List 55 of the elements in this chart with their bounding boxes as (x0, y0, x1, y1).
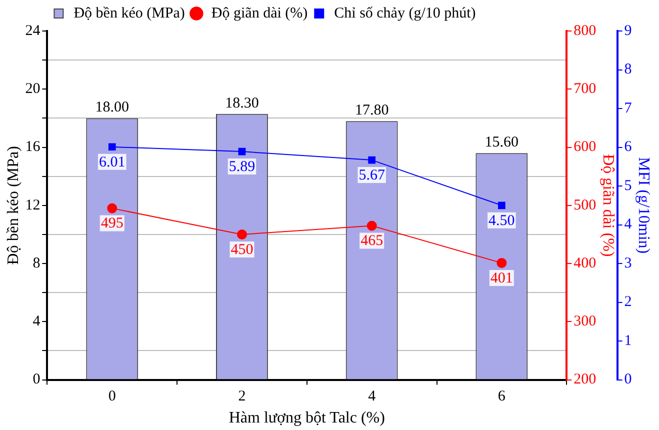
data-label: 18.00 (95, 100, 129, 116)
y2-tick-label: 500 (574, 197, 596, 214)
y3-tick-label: 7 (624, 100, 632, 116)
data-label: 4.50 (488, 212, 515, 229)
y2-tick-label: 600 (574, 139, 596, 156)
y2-tick-label: 200 (574, 372, 596, 388)
y3-tick-label: 9 (624, 22, 632, 39)
y-tick-label: 8 (32, 255, 40, 272)
y3-tick-label: 3 (624, 255, 632, 272)
y3-tick-label: 1 (624, 332, 632, 349)
data-label: 495 (100, 216, 124, 232)
y-tick-label: 16 (25, 139, 41, 156)
y-tick-label: 4 (32, 314, 41, 330)
x-tick-label: 6 (498, 388, 506, 405)
point (368, 156, 376, 164)
x-axis-title: Hàm lượng bột Talc (%) (228, 410, 385, 427)
point (107, 203, 118, 214)
y2-tick-label: 700 (574, 81, 596, 98)
data-label: 18.30 (225, 95, 259, 112)
data-label: 5.67 (358, 167, 386, 184)
point (498, 202, 506, 210)
y-axis-title: Độ bền kéo (MPa) (4, 146, 22, 265)
y3-tick-label: 8 (624, 62, 632, 78)
data-label: 15.60 (484, 134, 519, 151)
y2-tick-label: 800 (574, 22, 596, 39)
x-tick-label: 0 (108, 388, 116, 405)
data-label: 465 (360, 233, 384, 250)
point (236, 229, 247, 240)
data-label: 17.80 (354, 102, 389, 119)
data-label: 401 (490, 270, 513, 286)
x-tick-label: 2 (238, 388, 246, 405)
point (108, 143, 116, 151)
y2-axis-title: Độ giãn dài (%) (599, 154, 616, 257)
data-label: 6.01 (99, 154, 126, 170)
y3-tick-label: 2 (624, 294, 632, 310)
point (238, 148, 246, 156)
x-tick-label: 4 (368, 388, 376, 405)
data-label: 450 (230, 242, 254, 258)
point (366, 220, 377, 231)
legend-label: Độ giãn dài (%) (211, 5, 308, 22)
y2-tick-label: 400 (574, 255, 596, 272)
point (496, 258, 507, 268)
y3-tick-label: 5 (624, 178, 632, 194)
legend-label: Độ bền kéo (MPa) (74, 5, 185, 22)
y-tick-label: 24 (25, 22, 41, 39)
y3-tick-label: 6 (624, 139, 632, 156)
y-tick-label: 20 (25, 81, 40, 98)
y-tick-label: 0 (32, 372, 40, 388)
y3-tick-label: 4 (624, 216, 632, 233)
y2-tick-label: 300 (574, 314, 596, 330)
y-tick-label: 12 (25, 197, 40, 214)
data-label: 5.89 (228, 158, 256, 175)
legend-label: Chỉ số chảy (g/10 phút) (334, 5, 476, 22)
y3-tick-label: 0 (624, 372, 632, 388)
y3-axis-title: MFI (g/10min) (635, 157, 652, 254)
